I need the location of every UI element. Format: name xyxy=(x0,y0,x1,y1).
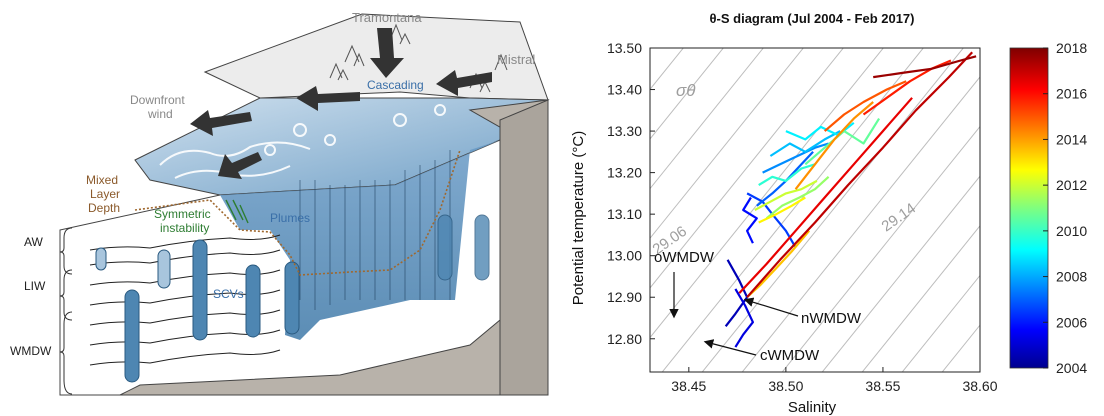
series-line xyxy=(873,55,977,79)
series-line xyxy=(804,118,881,166)
colorbar-tick-label: 2014 xyxy=(1056,131,1087,147)
isopycnal-line xyxy=(741,76,980,372)
isopycnal-line xyxy=(861,225,980,372)
isopycnal-line xyxy=(821,175,980,372)
label-symmetric-instability: Symmetric instability xyxy=(154,207,214,235)
series-line xyxy=(734,288,754,348)
label-si-line2: instability xyxy=(160,221,209,235)
isopycnal-label-2: 29.14 xyxy=(879,200,920,235)
y-tick-label: 13.00 xyxy=(607,248,642,264)
colorbar xyxy=(1009,47,1049,369)
series-line xyxy=(794,101,874,190)
y-tick-label: 13.50 xyxy=(607,40,642,56)
label-mld-line2: Layer xyxy=(90,187,120,201)
y-axis-label: Potential temperature (°C) xyxy=(570,131,587,305)
colorbar-tick-label: 2012 xyxy=(1056,177,1087,193)
series-line xyxy=(742,196,758,244)
slope-side xyxy=(499,99,549,396)
series-line xyxy=(746,51,974,298)
downfront-arrow-icon xyxy=(190,110,252,136)
series-line xyxy=(823,80,907,132)
colorbar-tick-label: 2004 xyxy=(1056,360,1087,376)
label-aw: AW xyxy=(24,235,44,249)
axes-frame xyxy=(649,47,981,373)
isopycnal-line xyxy=(661,48,924,372)
annotation-label-3: cWMDW xyxy=(760,347,820,364)
cascading-arrow-icon xyxy=(296,86,360,111)
series-line xyxy=(758,163,816,187)
x-tick-label: 38.50 xyxy=(768,378,803,394)
label-scvs: SCVs xyxy=(213,287,244,301)
isopycnal-lines xyxy=(650,48,980,372)
y-tick-label: 13.10 xyxy=(607,206,642,222)
y-tick-label: 13.20 xyxy=(607,165,642,181)
isopycnal-line xyxy=(941,324,980,372)
water-mass-brackets xyxy=(59,227,73,395)
label-cascading: Cascading xyxy=(367,78,424,92)
data-series xyxy=(724,51,977,348)
surface-eddies xyxy=(159,104,446,179)
isopycnal-line xyxy=(901,274,980,372)
isopycnal-line xyxy=(650,48,804,240)
label-tramontana: Tramontana xyxy=(352,10,422,25)
series-line xyxy=(724,259,749,327)
chart-title: θ-S diagram (Jul 2004 - Feb 2017) xyxy=(710,11,915,26)
downfront-arrow-2-icon xyxy=(218,152,262,179)
label-mixed-layer-depth: Mixed Layer Depth xyxy=(86,173,123,215)
y-tick-label: 12.90 xyxy=(607,289,642,305)
label-liw: LIW xyxy=(24,279,46,293)
x-tick-label: 38.55 xyxy=(865,378,900,394)
isopycnal-line xyxy=(650,48,884,339)
scv-vortices xyxy=(95,214,490,383)
series-line xyxy=(762,142,829,174)
y-tick-label: 13.40 xyxy=(607,82,642,98)
isopycnal-line xyxy=(650,48,844,289)
symmetric-instability-marks xyxy=(225,199,249,224)
colorbar-tick-label: 2008 xyxy=(1056,269,1087,285)
x-tick-label: 38.60 xyxy=(962,378,997,394)
annotation-label-1: oWMDW xyxy=(654,249,715,266)
y-tick-label: 13.30 xyxy=(607,123,642,139)
label-si-line1: Symmetric xyxy=(154,207,211,221)
colorbar-tick-label: 2010 xyxy=(1056,223,1087,239)
label-mld-line1: Mixed xyxy=(86,173,118,187)
colorbar-tick-label: 2018 xyxy=(1056,40,1087,56)
isopycnal-line xyxy=(701,48,964,372)
label-downfront-line2: wind xyxy=(147,107,173,121)
series-line xyxy=(765,175,830,220)
mistral-arrow-icon xyxy=(436,70,492,96)
label-downfront-line1: Downfront xyxy=(130,93,185,107)
mixed-layer-depth-line xyxy=(134,149,461,276)
tramontana-arrow-icon xyxy=(370,28,404,78)
annotation-label-2: nWMDW xyxy=(801,310,862,327)
isopycnal-line xyxy=(781,125,980,372)
series-line xyxy=(769,130,841,157)
wind-arrows xyxy=(190,28,492,179)
label-wmdw: WMDW xyxy=(10,344,52,358)
convection-schematic: Tramontana Mistral Cascading Downfront w… xyxy=(10,10,550,396)
sigma-theta-label: σθ xyxy=(676,81,696,100)
colorbar-tick-label: 2006 xyxy=(1056,314,1087,330)
series-line xyxy=(738,97,913,294)
label-mistral: Mistral xyxy=(497,52,535,67)
series-line xyxy=(746,230,811,299)
label-downfront-wind: Downfront wind xyxy=(130,93,188,121)
x-tick-label: 38.45 xyxy=(671,378,706,394)
annotation-arrow-2 xyxy=(743,297,799,317)
label-mld-line3: Depth xyxy=(88,201,120,215)
colorbar-ticks: 2018 2016 2014 2012 2010 2008 2006 2004 xyxy=(1043,40,1087,376)
annotation-arrow-3 xyxy=(703,339,757,356)
x-axis-label: Salinity xyxy=(788,399,837,416)
label-plumes: Plumes xyxy=(270,211,310,225)
colorbar-tick-label: 2016 xyxy=(1056,86,1087,102)
y-tick-label: 12.80 xyxy=(607,331,642,347)
isopycnal-line xyxy=(650,48,764,190)
series-line xyxy=(758,196,806,224)
series-line xyxy=(754,179,818,211)
